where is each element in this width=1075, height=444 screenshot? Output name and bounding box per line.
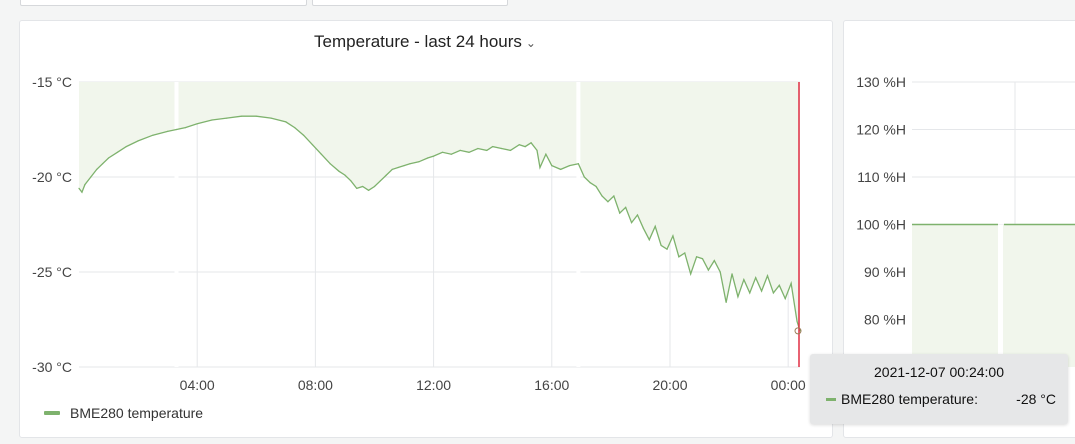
tooltip-swatch — [826, 397, 836, 401]
temperature-panel — [19, 20, 833, 438]
tooltip-value: -28 °C — [1016, 391, 1056, 407]
panel-title-text: Temperature - last 24 hours — [314, 32, 522, 51]
legend-item[interactable]: BME280 temperature — [44, 405, 203, 421]
top-input-left[interactable] — [20, 0, 307, 6]
chevron-down-icon: ⌄ — [525, 36, 536, 50]
tooltip-row: BME280 temperature: -28 °C — [826, 391, 1056, 407]
legend-swatch — [44, 411, 60, 415]
tooltip-series: BME280 temperature: — [841, 391, 978, 407]
panel-title[interactable]: Temperature - last 24 hours ⌄ — [19, 31, 831, 54]
top-input-right[interactable] — [312, 0, 508, 6]
legend-label: BME280 temperature — [70, 405, 204, 421]
hover-tooltip: 2021-12-07 00:24:00 BME280 temperature: … — [810, 354, 1068, 424]
tooltip-time: 2021-12-07 00:24:00 — [874, 364, 1004, 380]
